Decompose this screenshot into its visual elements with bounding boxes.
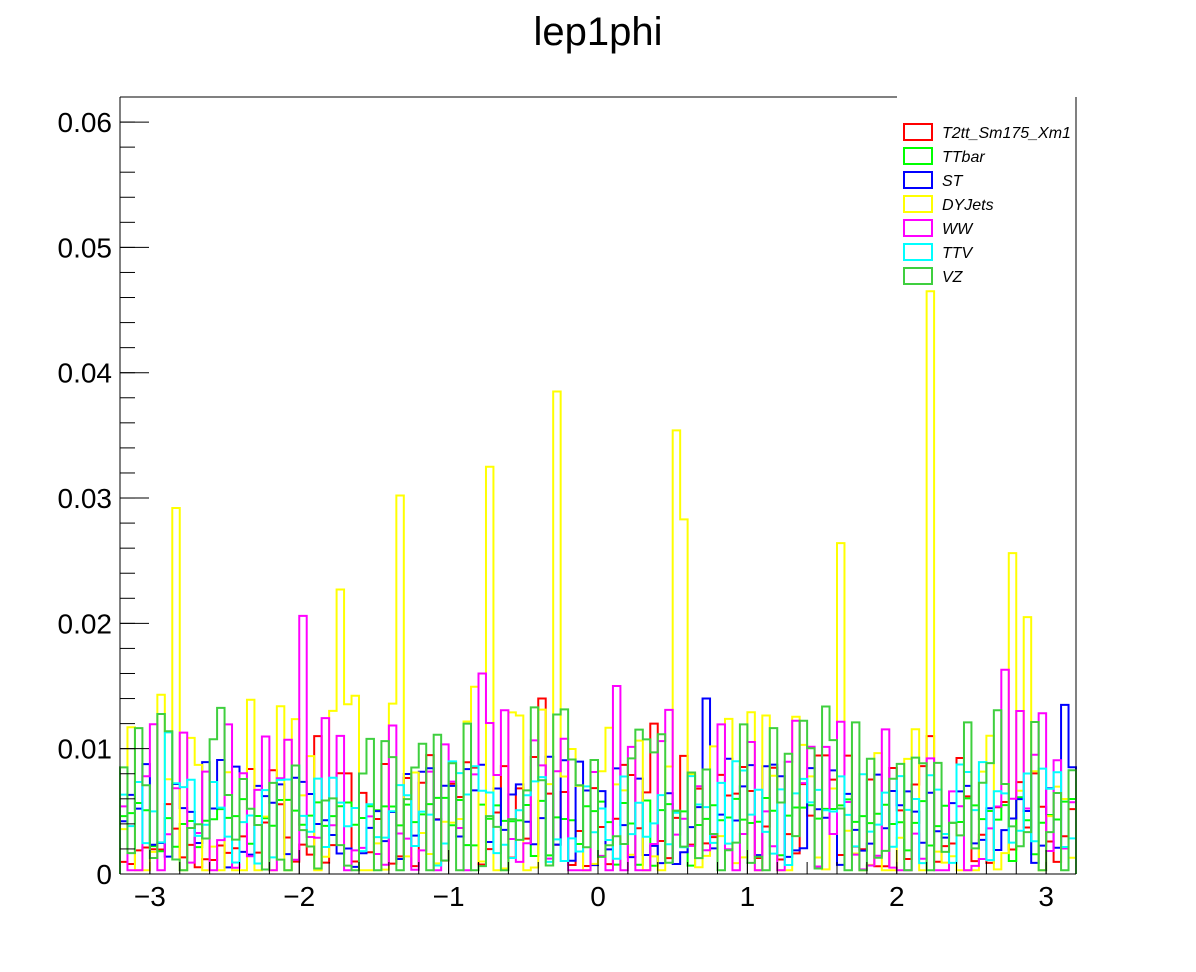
y-tick-label: 0.02 (58, 608, 113, 639)
legend-swatch (903, 171, 933, 189)
x-tick-label: 2 (889, 881, 905, 912)
legend-swatch (903, 243, 933, 261)
series-line-vz (119, 705, 1077, 874)
legend: T2tt_Sm175_Xm1 TTbar ST DYJets WW TTV VZ (903, 123, 1071, 286)
x-tick-label: −1 (433, 881, 465, 912)
legend-entry-label: ST (942, 173, 964, 190)
y-tick-label: 0.06 (58, 107, 113, 138)
legend-swatch (903, 267, 933, 285)
y-tick-label: 0.03 (58, 483, 113, 514)
legend-swatch (903, 147, 933, 165)
x-tick-label: −3 (134, 881, 166, 912)
legend-entry-label: TTbar (942, 149, 985, 166)
legend-entry-label: DYJets (942, 197, 994, 214)
axes-layer: 0 0.01 0.02 0.03 0.04 0.05 0.06 −3 −2 −1 0 1 2 3 (58, 96, 1077, 912)
y-tick-label: 0 (96, 859, 112, 890)
x-tick-label: −2 (283, 881, 315, 912)
y-tick-label: 0.04 (58, 358, 113, 389)
legend-swatch (903, 195, 933, 213)
legend-swatch (903, 123, 933, 141)
x-tick-label: 3 (1038, 881, 1054, 912)
x-tick-label: 0 (590, 881, 606, 912)
legend-entry-label: WW (942, 221, 974, 238)
legend-entry-label: VZ (942, 269, 964, 286)
y-tick-label: 0.01 (58, 734, 113, 765)
legend-entry-label: T2tt_Sm175_Xm1 (942, 125, 1071, 142)
legend-entry-label: TTV (942, 245, 974, 262)
x-tick-label: 1 (740, 881, 756, 912)
legend-swatch (903, 219, 933, 237)
y-tick-label: 0.05 (58, 232, 113, 263)
chart-title: lep1phi (533, 10, 662, 54)
